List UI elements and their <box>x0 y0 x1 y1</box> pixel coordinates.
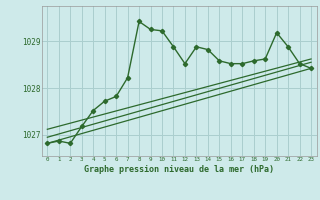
X-axis label: Graphe pression niveau de la mer (hPa): Graphe pression niveau de la mer (hPa) <box>84 165 274 174</box>
